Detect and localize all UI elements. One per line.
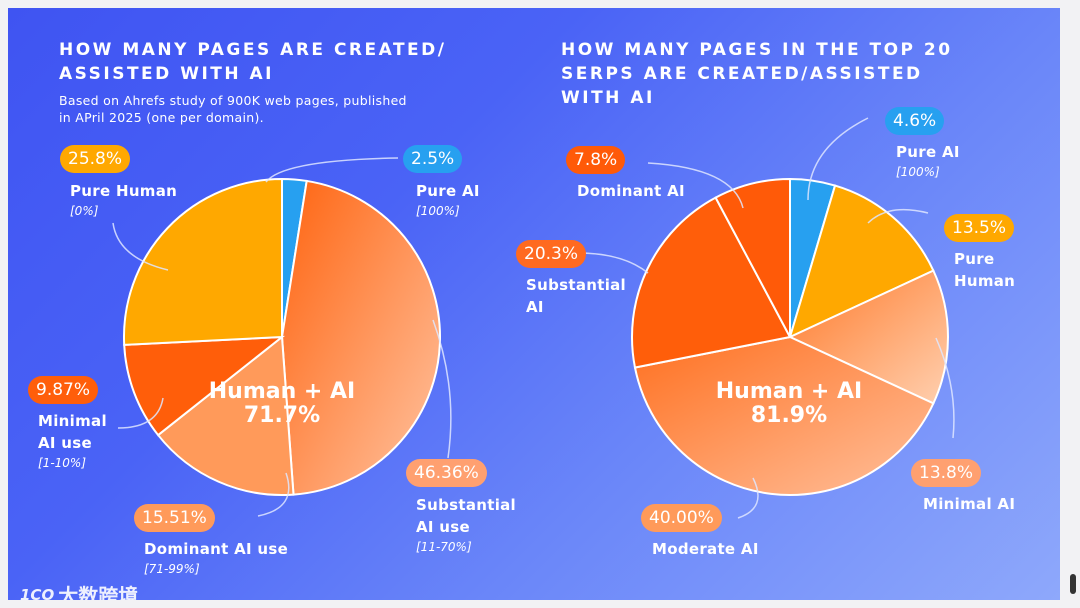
right-pure-human-label-line2: Human — [954, 272, 1016, 290]
left-substantial-label-line2: AI use — [416, 518, 470, 536]
right-title-line3: WITH AI — [561, 88, 655, 108]
leader-substantial-right — [577, 252, 649, 274]
pie-slice-dominant-ai-use — [156, 335, 295, 496]
pie-slice-pure-human — [123, 177, 283, 346]
leader-lines — [112, 117, 955, 519]
left-substantial-range: [11-70%] — [416, 540, 472, 554]
left-title-line1: HOW MANY PAGES ARE CREATED/ — [59, 40, 447, 60]
left-minimal-value: 9.87% — [28, 376, 99, 404]
left-dominant-value: 15.51% — [134, 504, 215, 532]
right-pure-human-value: 13.5% — [944, 214, 1015, 242]
pie-slice-minimal-ai — [787, 269, 949, 405]
pie-slice-moderate-ai — [633, 335, 935, 496]
pie-slice-minimal-ai-use — [123, 335, 286, 437]
leader-pure-human-left — [112, 222, 169, 271]
leader-pure-human-right — [867, 208, 929, 224]
left-dominant-label: Dominant AI use — [144, 540, 289, 558]
left-pure-ai-label: Pure AI — [416, 182, 480, 200]
right-minimal-label: Minimal AI — [923, 495, 1016, 513]
right-title-line1: HOW MANY PAGES IN THE TOP 20 — [561, 40, 953, 60]
right-pure-ai-range: [100%] — [896, 165, 940, 179]
right-minimal-value: 13.8% — [911, 459, 982, 487]
left-subtitle-line2: in APril 2025 (one per domain). — [59, 110, 264, 125]
pie-left — [123, 177, 441, 496]
left-pure-human-range: [0%] — [70, 204, 99, 218]
right-chart-title: HOW MANY PAGES IN THE TOP 20 SERPS ARE C… — [561, 38, 953, 110]
leader-substantial-left — [432, 319, 452, 459]
infographic-panel: HOW MANY PAGES ARE CREATED/ ASSISTED WIT… — [8, 8, 1060, 600]
right-pure-ai-label: Pure AI — [896, 143, 960, 161]
leader-moderate-right — [737, 477, 759, 519]
left-center-value: 71.7% — [243, 403, 321, 428]
left-pure-ai-range: [100%] — [416, 204, 460, 218]
left-center-label: Human + AI 71.7% — [182, 380, 382, 428]
watermark-logo: 1CO — [20, 585, 55, 601]
left-chart-title: HOW MANY PAGES ARE CREATED/ ASSISTED WIT… — [59, 38, 447, 86]
leader-pure-ai-left — [265, 157, 399, 183]
right-substantial-label-line2: AI — [526, 298, 544, 316]
scrollbar-thumb[interactable] — [1070, 574, 1076, 594]
right-moderate-value: 40.00% — [641, 504, 722, 532]
left-minimal-range: [1-10%] — [38, 456, 86, 470]
right-moderate-label: Moderate AI — [652, 540, 759, 558]
right-dominant-label: Dominant AI — [577, 182, 685, 200]
right-center-label: Human + AI 81.9% — [689, 380, 889, 428]
leader-dominant-left — [257, 472, 290, 517]
left-pure-ai-value: 2.5% — [403, 145, 463, 173]
left-dominant-range: [71-99%] — [144, 562, 200, 576]
pie-slice-pure-human — [788, 184, 935, 339]
right-pure-human-label-line1: Pure — [954, 250, 995, 268]
pie-right — [631, 177, 949, 496]
right-pure-ai-value: 4.6% — [885, 107, 945, 135]
right-substantial-label-line1: Substantial — [526, 276, 626, 294]
left-title-line2: ASSISTED WITH AI — [59, 64, 274, 84]
right-title-line2: SERPS ARE CREATED/ASSISTED — [561, 64, 923, 84]
left-subtitle-line1: Based on Ahrefs study of 900K web pages,… — [59, 93, 407, 108]
right-center-title: Human + AI — [715, 379, 863, 404]
left-minimal-label-line2: AI use — [38, 434, 92, 452]
left-center-title: Human + AI — [208, 379, 356, 404]
left-substantial-label-line1: Substantial — [416, 496, 516, 514]
pie-slice-substantial-ai-use — [280, 179, 441, 496]
charts-canvas — [112, 117, 955, 519]
pie-slice-dominant-ai — [714, 177, 791, 338]
watermark: 1CO 大数跨境 — [20, 580, 138, 600]
left-pure-human-value: 25.8% — [60, 145, 131, 173]
leader-minimal-left — [117, 397, 164, 429]
right-center-value: 81.9% — [750, 403, 828, 428]
pie-slice-substantial-ai — [631, 196, 792, 369]
leader-pure-ai-right — [807, 117, 869, 201]
left-substantial-value: 46.36% — [406, 459, 487, 487]
leader-dominant-right — [647, 162, 744, 209]
leader-minimal-right — [935, 337, 955, 439]
right-substantial-value: 20.3% — [516, 240, 587, 268]
left-pure-human-label: Pure Human — [70, 182, 178, 200]
left-chart-subtitle: Based on Ahrefs study of 900K web pages,… — [59, 92, 407, 126]
right-dominant-value: 7.8% — [566, 146, 626, 174]
left-minimal-label-line1: Minimal — [38, 412, 107, 430]
watermark-text: 大数跨境 — [58, 584, 139, 600]
